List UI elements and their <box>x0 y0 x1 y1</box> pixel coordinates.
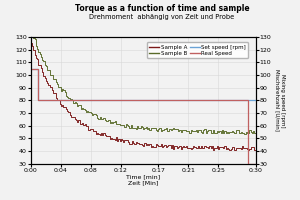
Y-axis label: Mixing speed [rpm]
Mischdrehzahl [U/min]: Mixing speed [rpm] Mischdrehzahl [U/min] <box>274 69 285 131</box>
Text: Drehmoment  abhängig von Zeit und Probe: Drehmoment abhängig von Zeit und Probe <box>89 14 235 20</box>
Legend: Sample A, Sample B, Set speed [rpm], Real Speed: Sample A, Sample B, Set speed [rpm], Rea… <box>147 42 248 58</box>
Text: Torque as a function of time and sample: Torque as a function of time and sample <box>75 4 249 13</box>
X-axis label: Time [min]
Zeit [Min]: Time [min] Zeit [Min] <box>126 174 160 185</box>
